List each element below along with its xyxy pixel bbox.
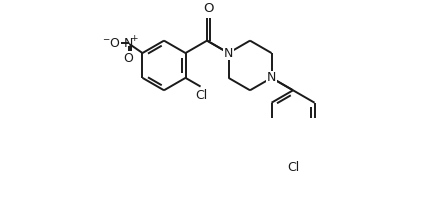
Text: N: N [224, 47, 233, 60]
Text: N: N [124, 37, 133, 50]
Text: Cl: Cl [196, 89, 208, 102]
Text: $^{-}$O: $^{-}$O [102, 37, 120, 50]
Text: Cl: Cl [287, 161, 299, 174]
Text: N: N [267, 71, 276, 84]
Text: O: O [203, 2, 214, 15]
Text: O: O [124, 52, 134, 65]
Text: +: + [130, 34, 138, 43]
